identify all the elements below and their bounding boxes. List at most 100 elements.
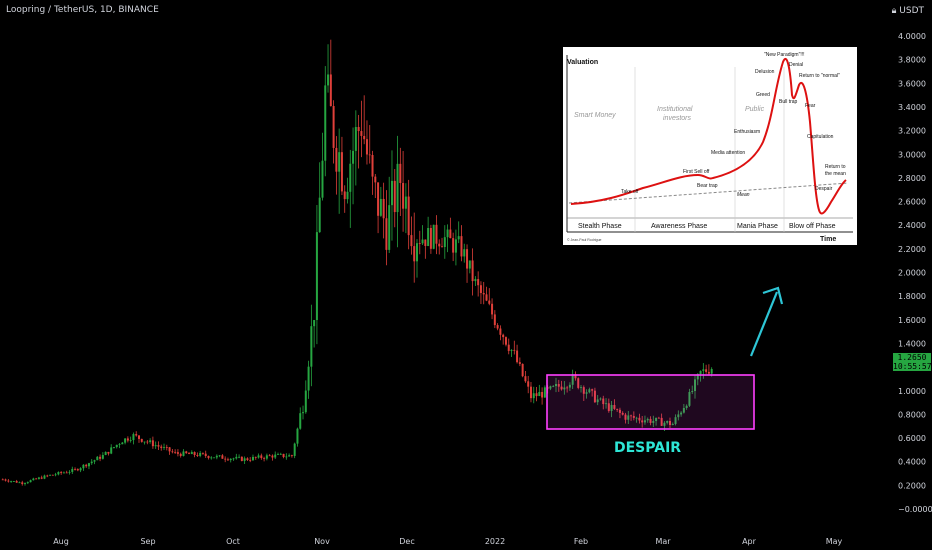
candle-body: [646, 418, 649, 421]
currency-label[interactable]: 🔒︎ USDT: [892, 6, 924, 16]
candle-body: [385, 218, 388, 250]
candle-body: [457, 236, 460, 240]
inset-point-greed: Greed: [756, 92, 770, 98]
candle-body: [429, 227, 432, 249]
candle-body: [171, 451, 174, 453]
candle-body: [354, 127, 357, 151]
candle-body: [541, 392, 544, 398]
inset-region-public: Public: [745, 106, 765, 113]
candle-body: [1, 479, 4, 481]
y-tick-label: 2.2000: [898, 245, 926, 254]
candle-body: [663, 422, 666, 426]
candle-body: [696, 374, 699, 380]
candle-body: [90, 461, 93, 464]
candle-body: [566, 387, 569, 389]
candle-body: [85, 464, 88, 467]
x-tick-label: Oct: [226, 537, 240, 546]
candle-body: [582, 387, 585, 394]
up-arrow: [749, 286, 784, 357]
candle-body: [76, 469, 79, 471]
candle-body: [477, 279, 480, 286]
candle-body: [535, 393, 538, 397]
candle-body: [365, 139, 368, 155]
inset-point-fear: Fear: [805, 103, 816, 109]
candle-body: [399, 163, 402, 184]
candle-body: [346, 191, 349, 200]
candle-body: [332, 106, 335, 148]
candle-body: [691, 391, 694, 393]
inset-point-bull-trap: Bull trap: [779, 99, 798, 105]
candle-body: [43, 475, 46, 479]
candle-body: [685, 405, 688, 408]
y-tick-label: 2.6000: [898, 198, 926, 207]
candle-body: [432, 224, 435, 249]
candle-body: [146, 441, 149, 443]
inset-point-capitulation: Capitulation: [807, 134, 834, 140]
candle-body: [112, 447, 115, 448]
candle-body: [285, 456, 288, 458]
candle-body: [504, 337, 507, 345]
candle-body: [474, 279, 477, 282]
candle-body: [310, 326, 313, 367]
chart-title: Loopring / TetherUS, 1D, BINANCE: [6, 5, 159, 15]
candle-body: [682, 407, 685, 413]
candle-body: [496, 325, 499, 329]
x-tick-label: Feb: [574, 537, 588, 546]
inset-credit: © Jean-Paul Rodrigue: [567, 238, 602, 242]
y-tick-label: 3.6000: [898, 79, 926, 88]
candle-body: [488, 300, 491, 304]
candle-body: [49, 474, 52, 476]
candle-body: [491, 303, 494, 315]
candle-body: [18, 482, 21, 484]
candle-body: [621, 412, 624, 415]
candle-body: [257, 455, 260, 458]
candle-body: [274, 454, 277, 458]
y-tick-label: 3.4000: [898, 103, 926, 112]
candle-body: [251, 456, 254, 461]
candle-body: [299, 413, 302, 429]
candle-body: [290, 455, 293, 457]
candle-body: [340, 152, 343, 192]
candle-body: [315, 232, 318, 321]
candle-body: [549, 386, 552, 389]
candle-body: [427, 227, 430, 246]
candle-body: [577, 378, 580, 388]
y-tick-label: 2.4000: [898, 221, 926, 230]
candle-body: [26, 482, 29, 484]
candle-body: [296, 428, 299, 444]
y-tick-label: 3.2000: [898, 127, 926, 136]
candle-body: [468, 260, 471, 269]
candle-body: [352, 150, 355, 164]
candle-body: [10, 481, 13, 482]
inset-point-return-mean: Return to the mean: [825, 164, 846, 177]
y-tick-label: −0.0000: [898, 505, 932, 514]
candle-body: [213, 457, 216, 459]
candle-body: [602, 398, 605, 405]
candle-body: [165, 447, 168, 448]
candle-body: [552, 386, 555, 387]
candle-body: [110, 447, 113, 454]
y-tick-label: 0.6000: [898, 434, 926, 443]
candle-body: [618, 409, 621, 413]
candle-body: [630, 415, 633, 417]
candle-body: [574, 374, 577, 379]
candle-body: [87, 463, 90, 467]
candle-body: [624, 414, 627, 420]
candle-body: [74, 468, 77, 470]
candle-body: [368, 154, 371, 156]
y-tick-label: 3.8000: [898, 56, 926, 65]
candle-body: [655, 417, 658, 421]
candle-body: [680, 412, 683, 415]
candle-body: [135, 434, 138, 436]
candle-body: [388, 205, 391, 250]
inset-point-denial: Denial: [789, 62, 803, 68]
candle-body: [521, 363, 524, 377]
candle-body: [616, 408, 619, 410]
candle-body: [627, 415, 630, 420]
candle-body: [302, 412, 305, 414]
candle-body: [482, 292, 485, 295]
candle-body: [35, 478, 38, 480]
candle-body: [138, 435, 140, 439]
candle-body: [124, 438, 127, 443]
